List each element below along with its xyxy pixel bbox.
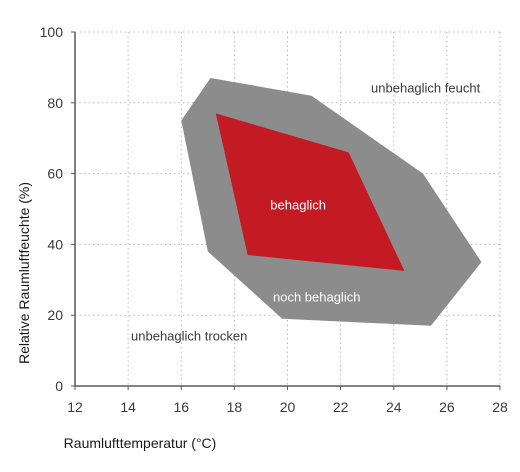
x-tick-label: 28 xyxy=(492,399,508,415)
region-outer-label: noch behaglich xyxy=(273,290,360,305)
region-inner-label: behaglich xyxy=(270,197,326,212)
region-inner-polygon xyxy=(215,113,405,271)
annotation-humid: unbehaglich feucht xyxy=(371,81,481,96)
x-tick-label: 14 xyxy=(120,399,136,415)
x-axis-title: Raumlufttemperatur (°C) xyxy=(64,435,217,451)
x-tick-labels: 12 14 16 18 20 22 24 26 28 xyxy=(67,386,508,415)
y-tick-label: 40 xyxy=(47,236,63,252)
x-tick-label: 24 xyxy=(386,399,402,415)
x-tick-label: 20 xyxy=(280,399,296,415)
y-tick-label: 20 xyxy=(47,307,63,323)
y-tick-label: 60 xyxy=(47,166,63,182)
y-tick-label: 0 xyxy=(55,378,63,394)
x-tick-label: 18 xyxy=(227,399,243,415)
y-tick-labels: 0 20 40 60 80 100 xyxy=(40,24,75,394)
y-tick-label: 80 xyxy=(47,95,63,111)
y-axis-title: Relative Raumluftfeuchte (%) xyxy=(16,182,32,364)
annotation-dry: unbehaglich trocken xyxy=(131,328,247,343)
x-tick-label: 12 xyxy=(67,399,83,415)
region-labels: noch behaglich behaglich unbehaglich feuch… xyxy=(131,81,481,344)
x-tick-label: 16 xyxy=(173,399,189,415)
y-tick-label: 100 xyxy=(40,24,64,40)
comfort-regions xyxy=(181,78,482,326)
x-tick-label: 22 xyxy=(333,399,349,415)
x-tick-label: 26 xyxy=(439,399,455,415)
